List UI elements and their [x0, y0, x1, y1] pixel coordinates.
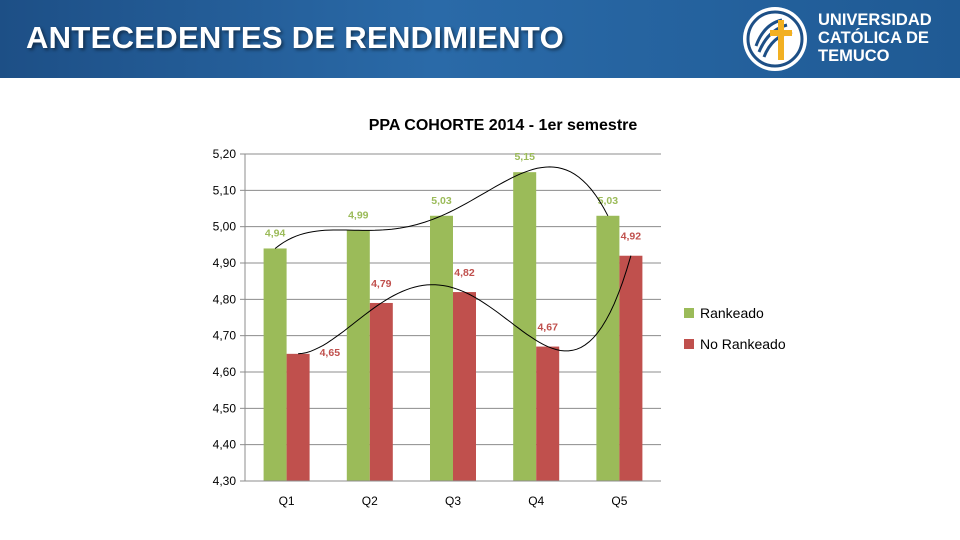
- bar-no-rankeado: [286, 353, 310, 481]
- bar-rankeado: [596, 215, 620, 481]
- data-label: 4,99: [348, 209, 369, 221]
- bar-rankeado: [513, 172, 537, 481]
- header-banner: ANTECEDENTES DE RENDIMIENTO UNIVERSIDAD …: [0, 0, 960, 78]
- x-tick-label: Q3: [445, 494, 461, 508]
- y-tick-label: 4,50: [213, 401, 237, 415]
- data-label: 4,65: [320, 347, 341, 359]
- logo-line-3: TEMUCO: [818, 47, 890, 65]
- y-tick-label: 5,00: [213, 220, 237, 234]
- data-label: 4,92: [621, 231, 642, 243]
- page-title: ANTECEDENTES DE RENDIMIENTO: [26, 20, 565, 55]
- logo-line-2: CATÓLICA DE: [818, 29, 929, 47]
- chart-title: PPA COHORTE 2014 - 1er semestre: [369, 117, 638, 134]
- bar-no-rankeado: [619, 255, 643, 481]
- data-label: 4,67: [537, 322, 558, 334]
- legend-swatch: [684, 339, 694, 349]
- y-tick-label: 4,70: [213, 329, 237, 343]
- data-label: 5,03: [431, 195, 452, 207]
- bar-no-rankeado: [536, 346, 560, 481]
- data-label: 4,79: [371, 278, 392, 290]
- bar-rankeado: [263, 248, 287, 481]
- data-label: 5,15: [514, 151, 535, 163]
- university-name: UNIVERSIDAD CATÓLICA DE TEMUCO: [818, 11, 932, 65]
- y-tick-label: 4,80: [213, 292, 237, 306]
- trendline-rankeado: [274, 166, 609, 249]
- bar-rankeado: [346, 230, 370, 481]
- legend-label: Rankeado: [700, 305, 764, 321]
- y-tick-label: 4,60: [213, 365, 237, 379]
- bar-rankeado: [430, 215, 453, 481]
- university-logo-icon: [743, 7, 807, 71]
- legend-swatch: [684, 308, 694, 318]
- y-tick-label: 4,40: [213, 438, 237, 452]
- data-label: 5,03: [598, 195, 619, 207]
- bar-no-rankeado: [453, 292, 476, 481]
- y-tick-label: 4,30: [213, 474, 237, 488]
- x-tick-label: Q2: [362, 494, 378, 508]
- bar-no-rankeado: [369, 302, 393, 481]
- legend-label: No Rankeado: [700, 336, 786, 352]
- trendline-no-rankeado: [298, 255, 632, 355]
- x-tick-label: Q1: [279, 494, 295, 508]
- x-tick-label: Q4: [528, 494, 544, 508]
- data-label: 4,94: [265, 227, 286, 239]
- y-tick-label: 5,20: [213, 147, 237, 161]
- y-tick-label: 5,10: [213, 183, 237, 197]
- y-tick-label: 4,90: [213, 256, 237, 270]
- data-label: 4,82: [454, 267, 475, 279]
- x-tick-label: Q5: [611, 494, 627, 508]
- logo-line-1: UNIVERSIDAD: [818, 11, 932, 29]
